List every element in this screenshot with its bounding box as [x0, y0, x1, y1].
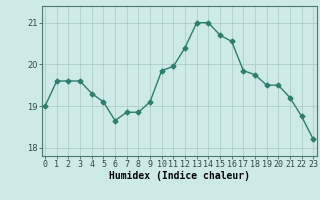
X-axis label: Humidex (Indice chaleur): Humidex (Indice chaleur)	[109, 171, 250, 181]
